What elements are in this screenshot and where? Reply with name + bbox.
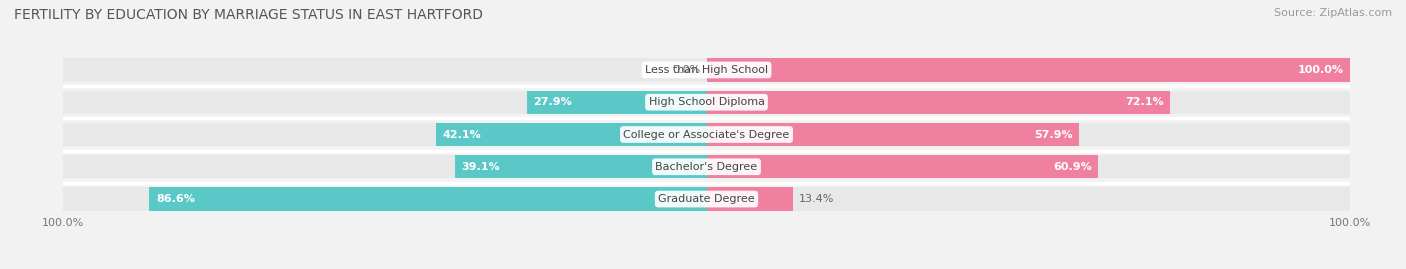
- Bar: [707, 187, 1350, 211]
- Text: 60.9%: 60.9%: [1053, 162, 1092, 172]
- Bar: [707, 91, 1170, 114]
- Bar: [63, 91, 707, 114]
- Text: Bachelor's Degree: Bachelor's Degree: [655, 162, 758, 172]
- Bar: [63, 187, 707, 211]
- Bar: [707, 91, 1350, 114]
- Text: Graduate Degree: Graduate Degree: [658, 194, 755, 204]
- Bar: [527, 91, 707, 114]
- Bar: [707, 58, 1350, 82]
- Bar: [456, 155, 707, 178]
- Text: 100.0%: 100.0%: [1298, 65, 1343, 75]
- Text: 57.9%: 57.9%: [1033, 129, 1073, 140]
- Text: College or Associate's Degree: College or Associate's Degree: [623, 129, 790, 140]
- Bar: [63, 58, 707, 82]
- Bar: [63, 155, 707, 178]
- Text: High School Diploma: High School Diploma: [648, 97, 765, 107]
- Bar: [707, 123, 1350, 146]
- Text: 39.1%: 39.1%: [461, 162, 501, 172]
- Bar: [707, 123, 1078, 146]
- Text: 13.4%: 13.4%: [799, 194, 835, 204]
- Bar: [707, 155, 1350, 178]
- Text: 86.6%: 86.6%: [156, 194, 195, 204]
- Text: 27.9%: 27.9%: [533, 97, 572, 107]
- Bar: [707, 187, 793, 211]
- Text: 0.0%: 0.0%: [672, 65, 700, 75]
- Bar: [707, 58, 1350, 82]
- Text: 42.1%: 42.1%: [441, 129, 481, 140]
- Bar: [707, 155, 1098, 178]
- Text: FERTILITY BY EDUCATION BY MARRIAGE STATUS IN EAST HARTFORD: FERTILITY BY EDUCATION BY MARRIAGE STATU…: [14, 8, 484, 22]
- Bar: [436, 123, 707, 146]
- Bar: [149, 187, 707, 211]
- Text: Less than High School: Less than High School: [645, 65, 768, 75]
- Text: 72.1%: 72.1%: [1125, 97, 1164, 107]
- Bar: [63, 123, 707, 146]
- Text: Source: ZipAtlas.com: Source: ZipAtlas.com: [1274, 8, 1392, 18]
